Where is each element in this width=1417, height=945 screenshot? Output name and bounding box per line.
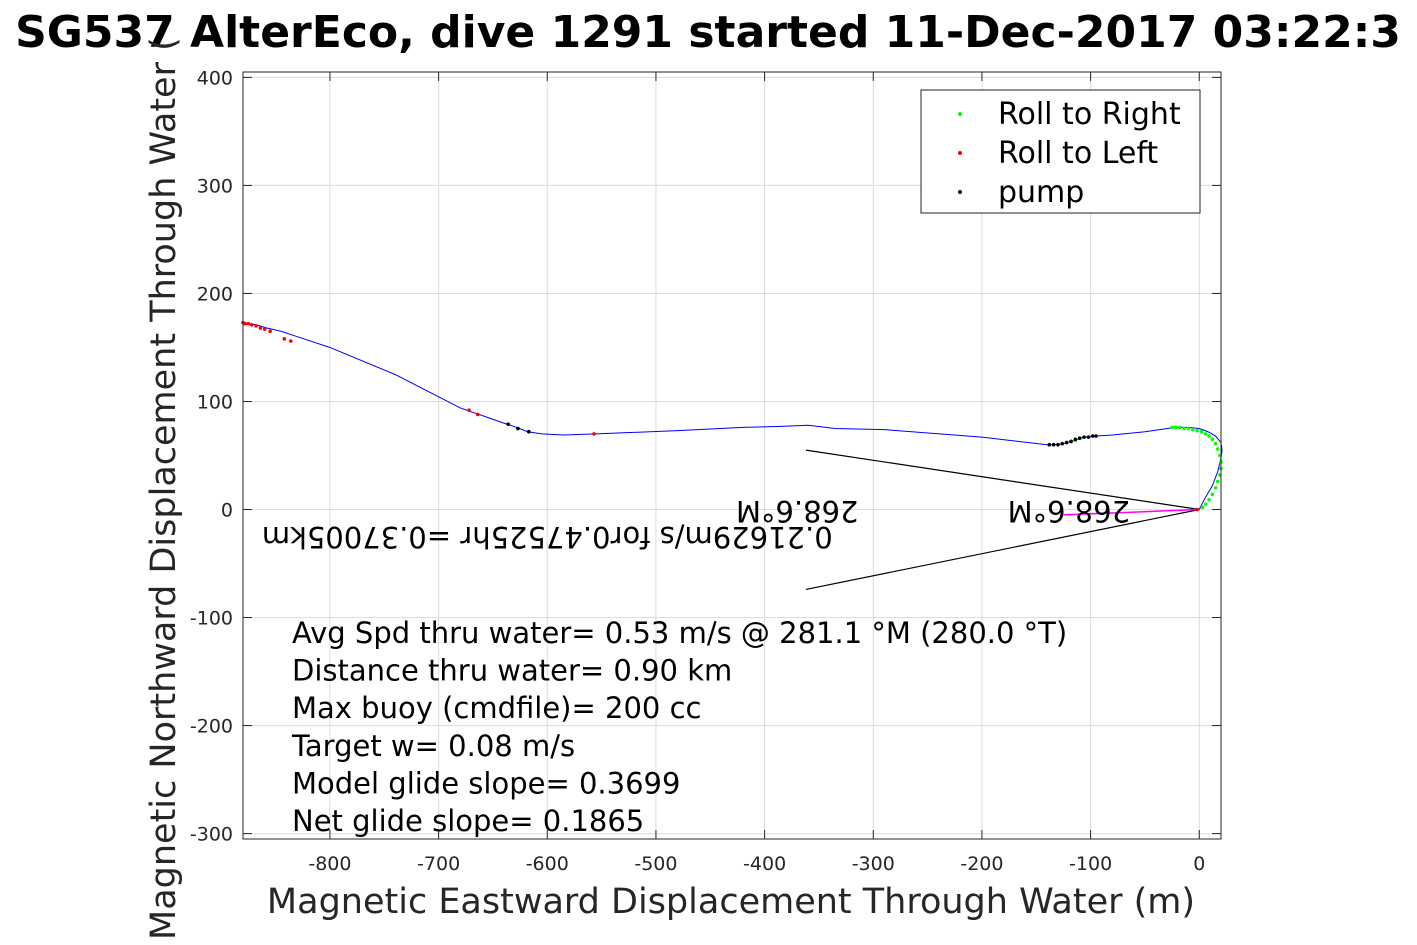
heading-label: 0.21629m/s for0.47525hr =0.37005km	[262, 520, 833, 554]
pump-point	[1069, 439, 1073, 444]
roll-left-point	[246, 321, 251, 326]
roll-left-point	[254, 324, 258, 328]
x-tick-label: -800	[308, 853, 351, 875]
roll-left-point	[262, 327, 267, 331]
annotation-line: Distance thru water= 0.90 km	[292, 654, 732, 688]
heading-label: 268.6°M	[736, 494, 859, 528]
pump-point	[526, 429, 531, 434]
roll-left-point	[289, 339, 293, 343]
x-tick-label: -700	[417, 853, 460, 875]
roll-left-point	[258, 326, 263, 330]
roll-right-point	[1170, 425, 1174, 430]
roll-left-point	[467, 408, 471, 412]
roll-right-point	[1213, 486, 1218, 490]
roll-right-point	[1177, 425, 1182, 430]
y-tick-label: 100	[197, 391, 233, 413]
pump-point	[1064, 440, 1069, 445]
y-tick-label: -200	[190, 716, 233, 738]
roll-left-point	[475, 412, 480, 417]
roll-left-point	[592, 432, 596, 436]
x-tick-label: -600	[526, 853, 569, 875]
heading-wedge-lower	[805, 508, 1200, 591]
pump-point	[1073, 437, 1078, 442]
roll-left-point	[282, 337, 287, 341]
roll-right-point	[1186, 426, 1191, 431]
roll-right-point	[1207, 497, 1211, 502]
roll-right-point	[1210, 437, 1215, 442]
roll-right-point	[1199, 429, 1204, 434]
points-group	[241, 320, 1223, 512]
roll-right-point	[1203, 502, 1208, 506]
roll-right-point	[1207, 434, 1211, 438]
legend-label: Roll to Right	[998, 97, 1181, 132]
x-tick-label: -100	[1069, 853, 1112, 875]
annotation-line: Avg Spd thru water= 0.53 m/s @ 281.1 °M …	[292, 616, 1067, 650]
annotation-line: Target w= 0.08 m/s	[291, 729, 575, 763]
legend: Roll to Right Roll to Left pump	[920, 89, 1201, 214]
annotation-line: Model glide slope= 0.3699	[292, 766, 680, 800]
pump-point	[516, 426, 520, 431]
roll-right-point	[1190, 427, 1195, 432]
annotation-line: Net glide slope= 0.1865	[292, 804, 644, 838]
legend-box	[920, 89, 1201, 214]
pump-point	[1047, 442, 1052, 447]
pump-point	[1051, 442, 1056, 447]
legend-marker	[958, 112, 962, 116]
roll-right-point	[1203, 432, 1208, 436]
annotation-line: Max buoy (cmdfile)= 200 cc	[292, 691, 701, 725]
mean-current-line	[1063, 508, 1200, 516]
roll-left-point	[249, 322, 254, 327]
x-tick-label: 0	[1193, 853, 1205, 875]
y-axis-label: Magnetic Northward Displacement Through …	[144, 37, 184, 940]
x-tick-label: -500	[634, 853, 677, 875]
pump-point	[1060, 441, 1065, 446]
y-tick-label: 300	[197, 175, 233, 197]
chart-title: SG537 AlterEco, dive 1291 started 11-Dec…	[15, 7, 1401, 58]
axis-ticks: -800 -700 -600 -500 -400 -300 -200 -100 0 -300 -20…	[190, 67, 1221, 875]
pump-point	[1082, 435, 1086, 439]
annotations: Avg Spd thru water= 0.53 m/s @ 281.1 °M …	[291, 616, 1067, 838]
roll-right-point	[1213, 441, 1218, 446]
pump-point	[1086, 435, 1091, 439]
roll-right-point	[1210, 492, 1215, 497]
legend-label: Roll to Left	[998, 136, 1158, 171]
heading-wedge	[805, 449, 1200, 591]
heading-wedge-upper	[805, 449, 1200, 511]
pump-point	[506, 422, 510, 426]
roll-left-point	[1195, 507, 1199, 512]
x-axis-label: Magnetic Eastward Displacement Through W…	[267, 882, 1195, 922]
roll-right-point	[1182, 426, 1186, 431]
y-tick-label: -300	[190, 824, 233, 846]
x-tick-label: -400	[743, 853, 786, 875]
y-tick-label: 0	[221, 500, 233, 522]
roll-right-point	[1215, 479, 1220, 484]
y-tick-label: 400	[197, 67, 233, 89]
heading-label: 268.6°M	[1008, 494, 1131, 528]
x-tick-label: -300	[852, 853, 895, 875]
pump-point	[1094, 434, 1098, 438]
roll-right-point	[1215, 447, 1220, 451]
track-line	[242, 322, 1223, 510]
roll-left-point	[243, 321, 247, 326]
y-tick-label: -100	[190, 608, 233, 630]
pump-point	[1056, 442, 1060, 447]
pump-point	[1090, 434, 1095, 438]
x-tick-label: -200	[960, 853, 1003, 875]
roll-right-point	[1200, 505, 1205, 510]
roll-right-point	[1173, 425, 1178, 430]
pump-point	[1077, 436, 1082, 441]
legend-marker	[958, 190, 962, 194]
roll-right-point	[1195, 428, 1199, 433]
legend-marker	[958, 151, 962, 155]
track-group	[242, 322, 1223, 510]
plot-frame	[242, 71, 1222, 840]
legend-label: pump	[998, 175, 1084, 210]
roll-left-point	[268, 329, 272, 334]
y-tick-label: 200	[197, 283, 233, 305]
